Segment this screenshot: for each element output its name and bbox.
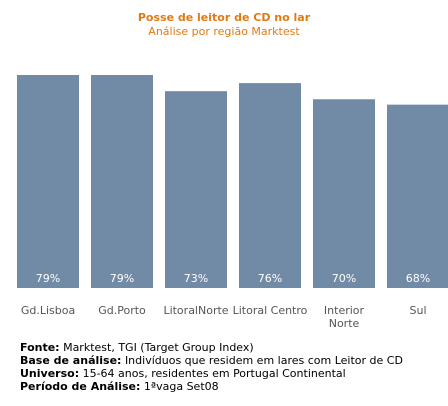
bar-value-label-1: 79% bbox=[110, 272, 134, 285]
note-universe: Universo: 15-64 anos, residentes em Port… bbox=[20, 367, 440, 380]
note-period-label: Período de Análise: bbox=[20, 380, 141, 393]
bar-value-label-4: 70% bbox=[332, 272, 356, 285]
bar-value-label-2: 73% bbox=[184, 272, 208, 285]
category-label-2: LitoralNorte bbox=[163, 304, 228, 317]
category-label-3: Litoral Centro bbox=[233, 304, 308, 317]
category-label-4-line-0: Interior bbox=[324, 304, 365, 317]
chart-title: Posse de leitor de CD no lar bbox=[137, 11, 311, 24]
bar-0 bbox=[17, 75, 79, 288]
category-label-0: Gd.Lisboa bbox=[21, 304, 75, 317]
category-label-5: Sul bbox=[409, 304, 426, 317]
bar-4 bbox=[313, 99, 375, 288]
note-period-text: 1ªvaga Set08 bbox=[143, 380, 219, 393]
bar-value-label-3: 76% bbox=[258, 272, 282, 285]
note-source-text: Marktest, TGI (Target Group Index) bbox=[63, 341, 254, 354]
note-source: Fonte: Marktest, TGI (Target Group Index… bbox=[20, 341, 440, 354]
bar-2 bbox=[165, 91, 227, 288]
chart-notes: Fonte: Marktest, TGI (Target Group Index… bbox=[20, 341, 440, 393]
category-label-1: Gd.Porto bbox=[98, 304, 146, 317]
note-universe-text: 15-64 anos, residentes em Portugal Conti… bbox=[82, 367, 346, 380]
bar-1 bbox=[91, 75, 153, 288]
note-universe-label: Universo: bbox=[20, 367, 80, 380]
note-period: Período de Análise: 1ªvaga Set08 bbox=[20, 380, 440, 393]
note-base-label: Base de análise: bbox=[20, 354, 122, 367]
bar-5 bbox=[387, 104, 448, 288]
note-base: Base de análise: Indivíduos que residem … bbox=[20, 354, 440, 367]
chart-subtitle: Análise por região Marktest bbox=[148, 25, 300, 38]
note-base-text: Indivíduos que residem em lares com Leit… bbox=[124, 354, 403, 367]
bar-3 bbox=[239, 83, 301, 288]
bar-value-label-5: 68% bbox=[406, 272, 430, 285]
category-label-4-line-1: Norte bbox=[329, 317, 360, 330]
bar-value-label-0: 79% bbox=[36, 272, 60, 285]
note-source-label: Fonte: bbox=[20, 341, 60, 354]
bar-chart: 79% Gd.Lisboa 79% Gd.Porto 73% LitoralNorte 76… bbox=[17, 75, 448, 330]
